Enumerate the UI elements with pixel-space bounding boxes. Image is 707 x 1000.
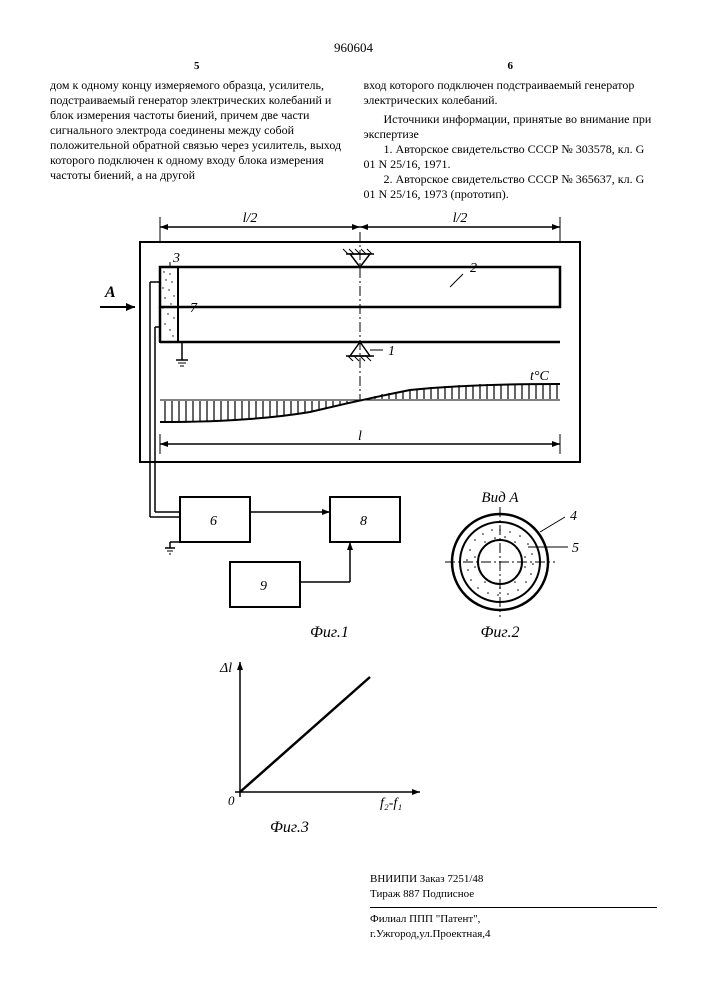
fig3-xlabel: f₂-f₁ — [380, 796, 402, 811]
fig3-ylabel: Δl — [219, 661, 232, 676]
footer-line1: ВНИИПИ Заказ 7251/48 — [370, 873, 483, 885]
label-l2-right: l/2 — [453, 212, 468, 226]
figures-area: l/2 l/2 3 7 2 — [50, 212, 657, 852]
right-column: 6 вход которого подключен подстраиваемый… — [364, 60, 658, 202]
label-l: l — [358, 429, 362, 444]
col-right-num: 6 — [364, 60, 658, 74]
block-6: 6 — [210, 514, 217, 529]
footer-line3: Филиал ППП "Патент", — [370, 913, 480, 925]
fig3-origin: 0 — [228, 793, 235, 808]
fig3: 0 Δl f₂-f₁ Фиг.3 — [219, 661, 420, 836]
left-column: 5 дом к одному концу измеряемого образ­ц… — [50, 60, 344, 202]
text-columns: 5 дом к одному концу измеряемого образ­ц… — [50, 60, 657, 202]
label-A: A — [104, 284, 116, 301]
part-1: 1 — [388, 344, 395, 359]
figures-svg: l/2 l/2 3 7 2 — [50, 212, 610, 852]
footer-line4: г.Ужгород,ул.Проектная,4 — [370, 928, 491, 940]
part-4: 4 — [570, 509, 577, 524]
part-5: 5 — [572, 541, 579, 556]
part-2: 2 — [470, 261, 477, 276]
fig1-caption: Фиг.1 — [310, 624, 349, 641]
fig2-title: Вид А — [481, 490, 519, 506]
col-right-ref2: 2. Авторское свидетельство СССР № 365637… — [364, 172, 658, 202]
part-3: 3 — [172, 251, 180, 266]
fig1: l/2 l/2 3 7 2 — [100, 212, 580, 641]
col-left-num: 5 — [50, 60, 344, 74]
fig2: Вид А 4 5 Ф — [445, 490, 579, 641]
block-8: 8 — [360, 514, 367, 529]
col-left-text: дом к одному концу измеряемого образ­ца,… — [50, 78, 344, 183]
fig3-caption: Фиг.3 — [270, 819, 309, 836]
footer: ВНИИПИ Заказ 7251/48 Тираж 887 Подписное… — [50, 872, 657, 943]
label-l2-left: l/2 — [243, 212, 258, 226]
col-right-text-1: вход которого подключен подстраиваемый г… — [364, 78, 658, 108]
col-right-ref1: 1. Авторское свидетельство СССР № 303578… — [364, 142, 658, 172]
footer-line2: Тираж 887 Подписное — [370, 888, 474, 900]
part-7: 7 — [190, 301, 198, 316]
block-9: 9 — [260, 579, 267, 594]
col-right-heading: Источники информации, принятые во вниман… — [364, 112, 658, 142]
label-tc: t°C — [530, 369, 549, 384]
fig2-caption: Фиг.2 — [481, 624, 520, 641]
document-number: 960604 — [50, 40, 657, 56]
